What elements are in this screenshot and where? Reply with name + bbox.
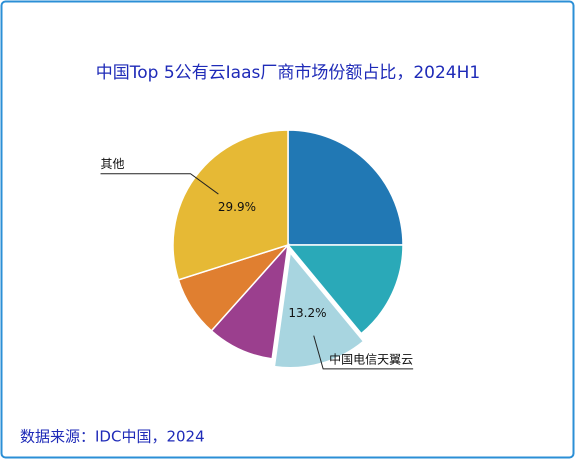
chart-title: 中国Top 5公有云Iaas厂商市场份额占比，2024H1 [96, 63, 480, 83]
value-label: 13.2% [288, 306, 326, 320]
leader-line [313, 335, 414, 370]
slice-label: 其他 [101, 157, 125, 171]
source-note: 数据来源：IDC中国，2024 [20, 428, 205, 446]
pie-slice [287, 129, 404, 246]
leader-line [100, 173, 219, 195]
value-label: 29.9% [218, 200, 256, 214]
pie-slice [286, 244, 404, 335]
slice-label: 中国电信天翼云 [329, 351, 413, 366]
